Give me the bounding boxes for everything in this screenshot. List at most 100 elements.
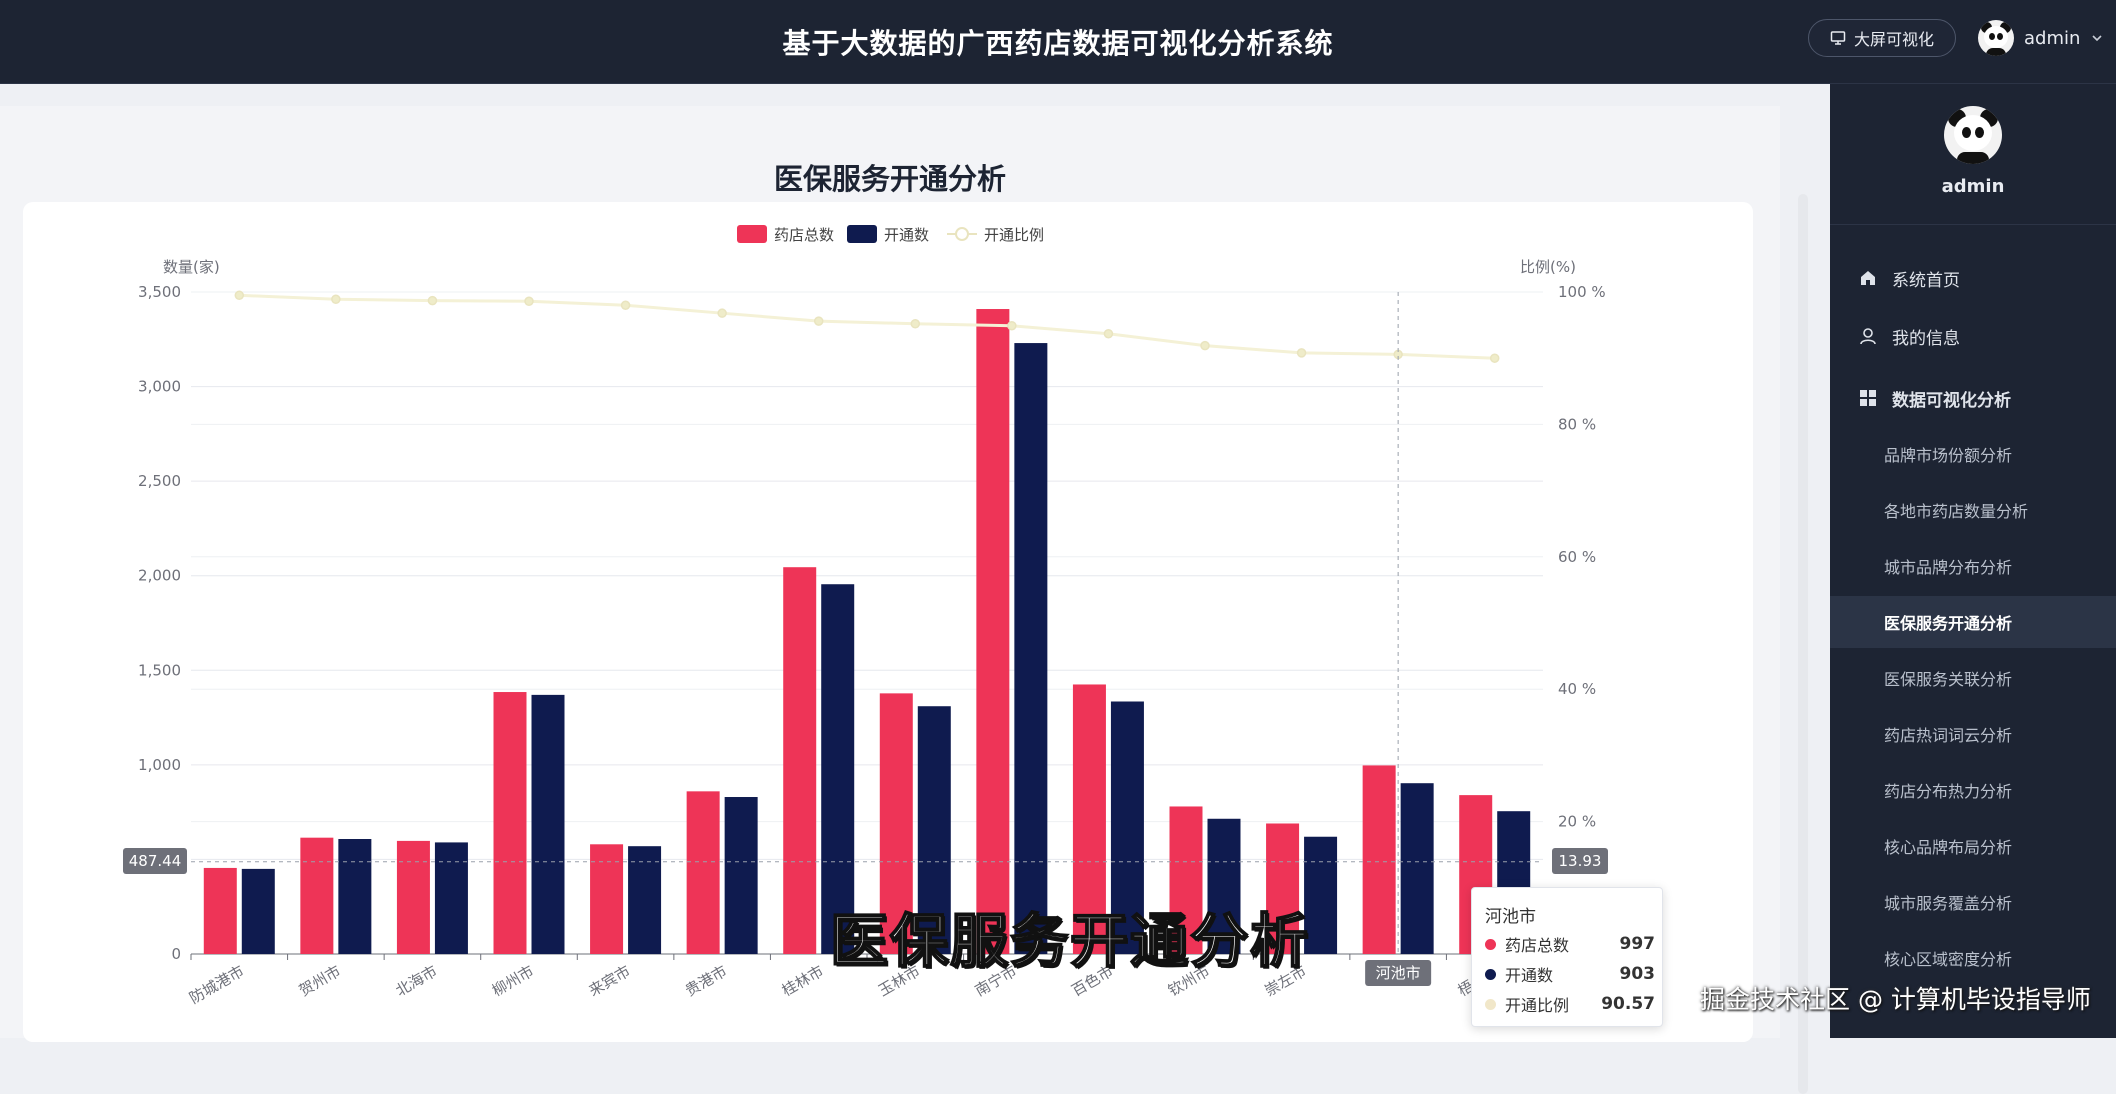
y-axis-right-title: 比例(%) — [1520, 258, 1576, 276]
y-axis-left-title: 数量(家) — [163, 258, 220, 276]
submenu-city-service-coverage[interactable]: 城市服务覆盖分析 — [1884, 894, 2013, 913]
y-tick-right: 60 % — [1558, 548, 1596, 566]
crosshair-x-box — [1365, 960, 1432, 986]
bar-total-stores — [300, 837, 334, 954]
chart-card: 药店总数开通数开通比例数量(家)比例(%)05001,0001,5002,000… — [23, 202, 1753, 1042]
bar-total-stores — [686, 791, 720, 954]
ratio-point — [524, 296, 534, 307]
ratio-point — [910, 319, 921, 329]
bar-total-stores — [203, 867, 237, 954]
home-icon — [1858, 268, 1878, 288]
bar-total-stores — [1362, 765, 1396, 954]
bar-activated — [1014, 343, 1048, 954]
watermark: 掘金技术社区 @ 计算机毕设指导师 — [1700, 985, 2091, 1014]
chevron-down-icon — [2092, 35, 2102, 42]
bigscreen-button[interactable]: 大屏可视化 — [1808, 19, 1956, 57]
app-title: 基于大数据的广西药店数据可视化分析系统 — [782, 27, 1334, 60]
bar-activated — [821, 584, 855, 954]
submenu-insurance-association[interactable]: 医保服务关联分析 — [1884, 670, 2013, 689]
submenu-core-brand-layout[interactable]: 核心品牌布局分析 — [1884, 838, 2013, 857]
sidebar: admin 系统首页 我的信息 数据可视化分析 品牌市场份额分析 各地市药店数量… — [1830, 84, 2116, 1038]
tooltip-row: 开通数 903 — [1485, 962, 1655, 986]
submenu-insurance-activation[interactable]: 医保服务开通分析 — [1830, 596, 2116, 648]
divider — [1830, 224, 2116, 225]
ratio-point — [331, 294, 341, 305]
avatar — [1978, 20, 2014, 56]
bar-activated — [241, 868, 275, 954]
submenu-city-store-count[interactable]: 各地市药店数量分析 — [1884, 502, 2029, 521]
y-tick-left: 3,000 — [138, 378, 181, 396]
tooltip-title: 河池市 — [1485, 907, 1536, 927]
sidebar-username: admin — [1941, 176, 2005, 197]
x-tick-label: 来宾市 — [586, 962, 634, 1000]
x-tick-label: 桂林市 — [779, 962, 827, 1000]
bar-activated — [434, 842, 468, 954]
ratio-point — [1489, 353, 1500, 363]
x-tick-label: 贵港市 — [682, 962, 730, 1000]
series-dot — [1485, 998, 1496, 1010]
bar-total-stores — [396, 840, 430, 954]
bar-activated — [724, 797, 758, 954]
ratio-point — [717, 308, 727, 318]
bar-total-stores — [783, 567, 817, 954]
tooltip-row: 药店总数 997 — [1485, 932, 1655, 956]
tooltip-value: 90.57 — [1601, 994, 1655, 1014]
legend-label: 开通比例 — [984, 226, 1044, 244]
y-tick-left: 0 — [171, 945, 181, 963]
bar-total-stores — [976, 309, 1010, 955]
bar-total-stores — [1266, 823, 1300, 954]
y-tick-right: 80 % — [1558, 415, 1596, 433]
y-tick-right: 20 % — [1558, 813, 1596, 831]
legend-marker — [955, 227, 969, 241]
monitor-icon — [1830, 31, 1846, 45]
ratio-point — [1007, 321, 1017, 331]
sidebar-item-label: 系统首页 — [1892, 270, 1960, 291]
scrollbar[interactable] — [1798, 194, 1808, 1094]
submenu-wordcloud[interactable]: 药店热词词云分析 — [1884, 726, 2013, 745]
top-header: 基于大数据的广西药店数据可视化分析系统 大屏可视化 admin — [0, 0, 2116, 84]
ratio-point — [1296, 348, 1307, 358]
y-tick-left: 1,500 — [138, 661, 181, 679]
ratio-line — [239, 293, 1495, 360]
bar-total-stores — [493, 692, 527, 954]
submenu-city-brand-distribution[interactable]: 城市品牌分布分析 — [1884, 558, 2013, 577]
crosshair-right-label: 13.93 — [1552, 848, 1608, 874]
combo-chart[interactable]: 药店总数开通数开通比例数量(家)比例(%)05001,0001,5002,000… — [23, 202, 1753, 1042]
username-label: admin — [2024, 27, 2081, 49]
y-tick-left: 2,500 — [138, 472, 181, 490]
y-tick-right: 40 % — [1558, 680, 1596, 698]
tooltip-series-name: 药店总数 — [1505, 936, 1570, 955]
legend-swatch — [847, 225, 877, 243]
tooltip-row: 开通比例 90.57 — [1485, 992, 1655, 1016]
sidebar-item-label: 数据可视化分析 — [1892, 390, 2011, 411]
bar-total-stores — [1169, 806, 1203, 954]
tooltip-value: 903 — [1619, 964, 1656, 984]
sidebar-item-my-info[interactable]: 我的信息 — [1830, 310, 2116, 362]
bar-total-stores — [1072, 684, 1106, 954]
series-dot — [1485, 938, 1496, 950]
legend-label: 开通数 — [884, 226, 929, 244]
submenu-core-area-density[interactable]: 核心区域密度分析 — [1884, 950, 2013, 969]
x-tick-label: 柳州市 — [489, 962, 537, 1000]
sidebar-profile: admin — [1830, 106, 2116, 197]
page-title: 医保服务开通分析 — [773, 162, 1006, 196]
content-panel: 医保服务开通分析 药店总数开通数开通比例数量(家)比例(%)05001,0001… — [0, 106, 1780, 1042]
submenu-heatmap[interactable]: 药店分布热力分析 — [1884, 782, 2013, 801]
submenu-brand-share[interactable]: 品牌市场份额分析 — [1884, 446, 2013, 465]
sidebar-item-data-visualization[interactable]: 数据可视化分析 — [1830, 372, 2116, 424]
bar-activated — [917, 706, 951, 954]
ratio-point — [1200, 340, 1210, 351]
series-dot — [1485, 968, 1496, 980]
legend-swatch — [737, 225, 767, 243]
y-tick-left: 3,500 — [138, 283, 181, 301]
sidebar-item-home[interactable]: 系统首页 — [1830, 252, 2116, 304]
crosshair-x-label: 河池市 — [1376, 964, 1421, 982]
bar-activated — [1110, 701, 1144, 954]
grid-icon — [1858, 388, 1878, 408]
tooltip-series-name: 开通比例 — [1505, 996, 1570, 1015]
bar-activated — [1207, 818, 1241, 954]
chart-tooltip: 河池市 药店总数 997 开通数 903 开通比例 90.57 — [1471, 887, 1663, 1027]
legend-label: 药店总数 — [774, 226, 834, 244]
user-menu[interactable]: admin — [1978, 18, 2104, 58]
tooltip-series-name: 开通数 — [1505, 966, 1554, 985]
